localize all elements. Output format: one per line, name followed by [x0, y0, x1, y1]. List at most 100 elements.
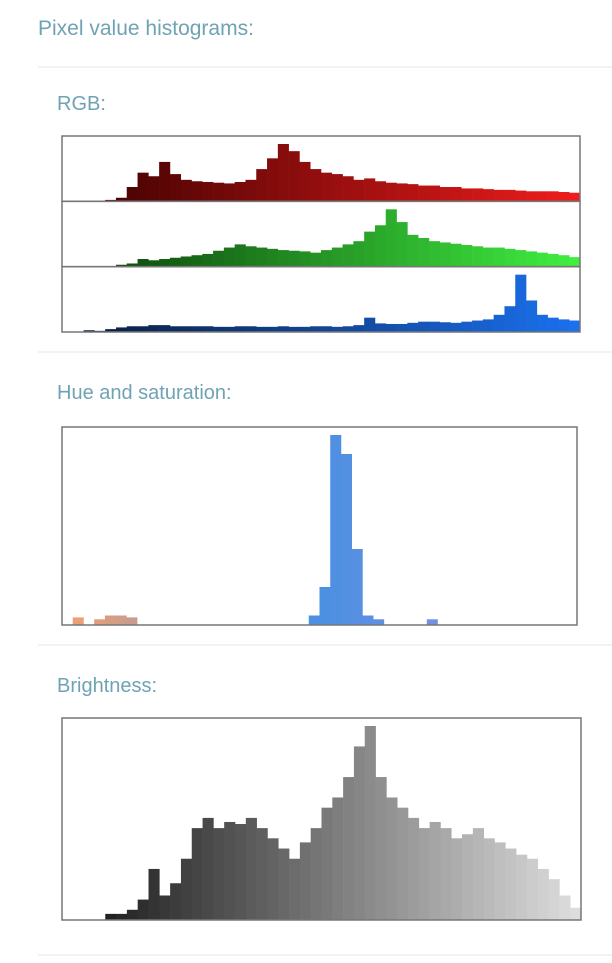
histogram-bar — [234, 326, 246, 332]
histogram-bar — [340, 454, 352, 625]
histogram-bar — [288, 250, 300, 267]
histogram-bar — [353, 179, 365, 202]
histogram-bar — [299, 251, 311, 267]
histogram-bar — [450, 322, 462, 332]
histogram-bar — [267, 248, 279, 267]
histogram-bar — [245, 817, 257, 920]
histogram-bar — [407, 184, 419, 202]
histogram-bar — [418, 185, 430, 202]
histogram-bar — [462, 834, 474, 920]
histogram-bar — [547, 253, 559, 267]
histogram-bar — [375, 777, 387, 920]
histogram-bar — [299, 161, 311, 202]
histogram-bar — [332, 797, 344, 920]
histogram-bar — [180, 326, 192, 332]
histogram-bar — [115, 197, 128, 202]
histogram-bar — [407, 234, 419, 267]
histogram-bar — [439, 242, 451, 267]
histogram-bar — [362, 615, 374, 625]
histogram-bar — [428, 185, 441, 202]
histogram-bar — [559, 895, 571, 920]
histogram-bar — [440, 828, 452, 920]
histogram-bar — [439, 322, 451, 332]
histogram-bar — [224, 821, 236, 920]
histogram-bar — [202, 817, 214, 920]
histogram-bar — [83, 330, 95, 332]
histogram-bar — [364, 178, 376, 202]
histogram-bar — [126, 187, 138, 202]
histogram-bar — [418, 238, 430, 267]
histogram-bar — [569, 320, 581, 332]
histogram-bar — [299, 842, 311, 920]
histogram-bar — [558, 192, 570, 202]
histogram-bar — [526, 191, 538, 202]
histogram-bar — [137, 259, 149, 267]
histogram-bar — [482, 247, 494, 267]
histogram-bar — [277, 250, 289, 267]
histogram-bar — [148, 325, 160, 332]
histogram-bar — [536, 252, 548, 267]
histogram-bar — [461, 245, 473, 267]
histogram-bar — [494, 842, 506, 920]
histogram-bar — [342, 244, 354, 267]
histogram-bar — [321, 807, 333, 920]
histogram-bar — [548, 879, 560, 920]
histogram-bar — [450, 187, 462, 202]
histogram-bar — [408, 817, 420, 920]
histogram-bar — [407, 322, 419, 332]
histogram-bar — [308, 615, 320, 625]
histogram-bar — [310, 252, 322, 267]
histogram-bar — [515, 274, 527, 332]
histogram-bar — [126, 617, 138, 625]
histogram-bar — [170, 883, 182, 920]
histogram-bar — [537, 868, 549, 920]
histogram-bar — [213, 182, 225, 202]
histogram-bar — [137, 326, 149, 332]
histogram-bar — [331, 247, 343, 267]
histogram-bar — [418, 828, 430, 920]
histogram-bar — [191, 828, 203, 920]
histogram-bar — [343, 777, 355, 920]
histogram-bar — [385, 209, 397, 267]
histogram-bar — [569, 257, 581, 267]
histogram-bar — [180, 256, 192, 267]
histogram-bar — [397, 807, 409, 920]
histogram-bar — [105, 329, 117, 332]
histogram-bar — [115, 264, 128, 267]
histogram-bar — [461, 321, 473, 332]
histogram-bar — [169, 174, 182, 202]
histogram-bar — [104, 615, 116, 625]
histogram-bar — [105, 913, 117, 920]
section-title: RGB: — [57, 93, 106, 115]
histogram-bar — [482, 189, 494, 202]
histogram-bar — [482, 319, 494, 332]
histogram-bar — [319, 587, 331, 625]
histogram-bar — [202, 253, 214, 267]
histogram-bar — [159, 161, 171, 202]
histogram-bar — [515, 250, 527, 267]
histogram-bar — [504, 189, 516, 202]
histogram-bar — [472, 188, 484, 202]
histogram-frame — [61, 426, 578, 626]
histogram-bar — [526, 251, 538, 267]
histogram-bar — [159, 259, 171, 267]
histogram-bar — [461, 188, 473, 202]
histogram-bar — [256, 247, 268, 267]
histogram-bar — [278, 848, 290, 920]
histogram-bar — [245, 179, 257, 202]
section-title: Brightness: — [57, 675, 157, 697]
histogram-bar — [159, 325, 171, 332]
histogram-bar — [374, 225, 387, 267]
histogram-bar — [505, 848, 517, 920]
histogram-bar — [547, 191, 559, 202]
histogram-bar — [115, 327, 128, 332]
histogram-bar — [472, 320, 484, 332]
histogram-bar — [364, 726, 376, 920]
histogram-bar — [428, 241, 441, 267]
histogram-bar — [426, 619, 438, 625]
histogram-bar — [396, 323, 408, 332]
histogram-bar — [213, 326, 225, 332]
histogram-bar — [180, 858, 193, 920]
